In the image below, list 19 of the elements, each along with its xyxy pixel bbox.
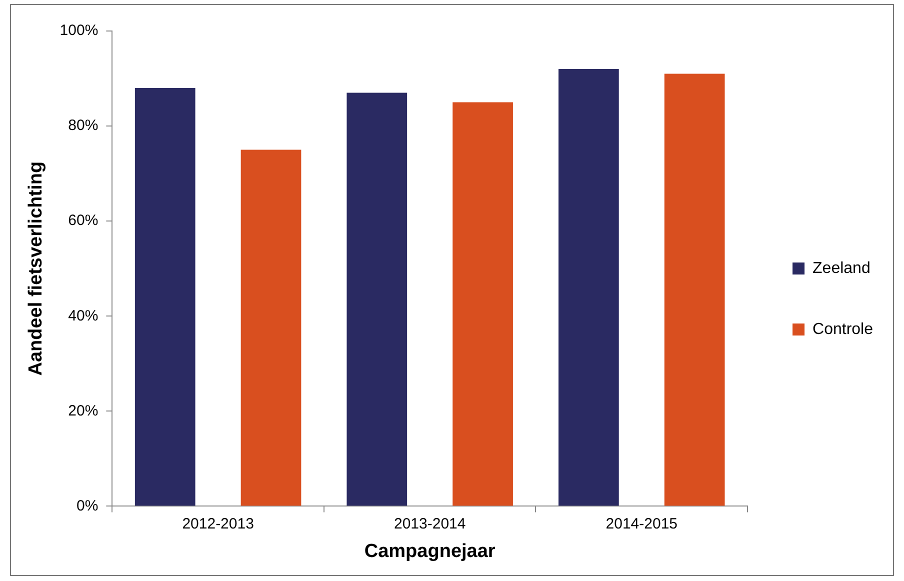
x-axis-title: Campagnejaar <box>364 540 496 562</box>
legend-label: Zeeland <box>812 260 870 277</box>
x-tick-label: 2014-2015 <box>606 515 678 532</box>
bar <box>452 102 513 506</box>
bar <box>240 150 302 506</box>
y-tick-label: 60% <box>68 212 98 230</box>
y-tick-label: 0% <box>76 497 98 514</box>
y-axis-title: Aandeel fietsverlichting <box>26 161 47 376</box>
x-tick-label: 2012-2013 <box>182 515 254 532</box>
bar <box>134 88 196 506</box>
y-tick-label: 100% <box>60 22 98 40</box>
bar <box>664 74 725 506</box>
y-tick-label: 40% <box>68 307 98 324</box>
y-tick-label: 20% <box>68 402 98 420</box>
legend-label: Controle <box>812 320 874 338</box>
x-tick-label: 2013-2014 <box>394 515 466 532</box>
y-tick-label: 80% <box>68 117 98 134</box>
bar <box>558 69 619 506</box>
bar <box>346 92 408 506</box>
